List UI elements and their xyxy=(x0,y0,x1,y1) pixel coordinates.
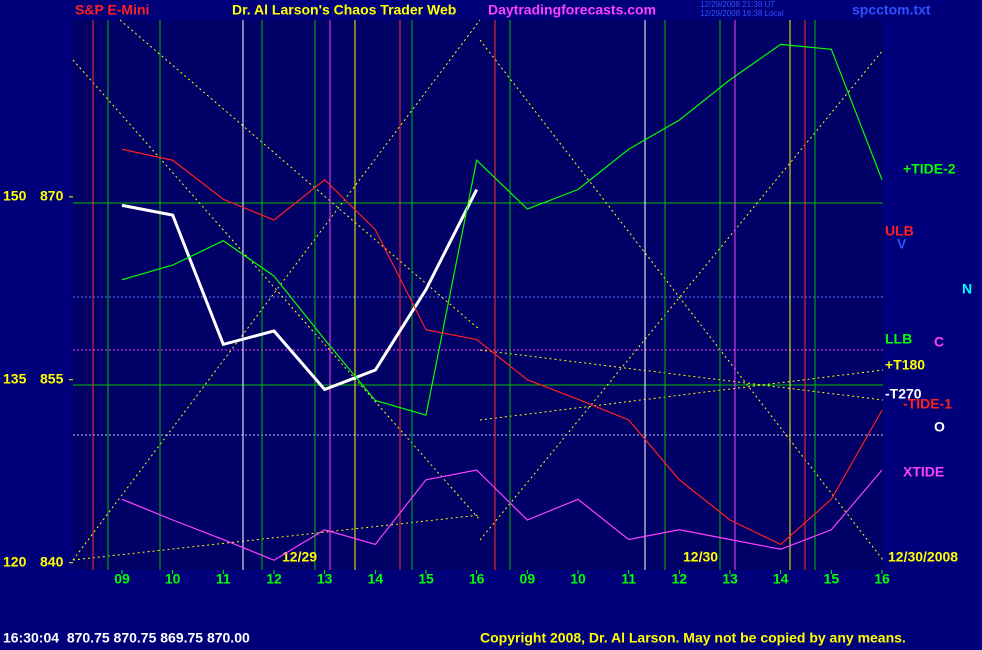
x-tick-label: 13 xyxy=(317,571,333,587)
series-line xyxy=(121,188,479,392)
time-local: 12/29/2008 16:38 Local xyxy=(700,9,784,18)
date-label: 12/30 xyxy=(683,549,718,565)
site: Daytradingforecasts.com xyxy=(488,2,656,18)
x-tick-label: 10 xyxy=(165,571,181,587)
x-tick-label: 09 xyxy=(520,571,536,587)
legend-label: XTIDE xyxy=(903,464,944,480)
y2-tick-label: 135 xyxy=(3,370,27,386)
x-tick-label: 09 xyxy=(114,571,130,587)
annotation: C xyxy=(934,334,944,350)
y-tick-label: 870 xyxy=(40,188,64,204)
legend-label: +TIDE-2 xyxy=(903,161,956,177)
x-tick-label: 10 xyxy=(570,571,586,587)
annotation: -T270 xyxy=(885,386,922,402)
x-tick-label: 11 xyxy=(621,571,636,587)
x-tick-label: 15 xyxy=(824,571,840,587)
copyright: Copyright 2008, Dr. Al Larson. May not b… xyxy=(480,630,906,646)
annotation: N xyxy=(962,281,972,297)
title: Dr. Al Larson's Chaos Trader Web xyxy=(232,2,456,18)
y2-tick-label: 120 xyxy=(3,553,27,569)
x-tick-label: 16 xyxy=(874,571,890,587)
quote: 16:30:04 870.75 870.75 869.75 870.00 xyxy=(3,630,250,646)
y-tick-label: 855 xyxy=(40,370,64,386)
x-tick-label: 16 xyxy=(469,571,485,587)
time-ut: 12/29/2008 21:38 UT xyxy=(700,0,775,9)
annotation: V xyxy=(897,236,907,252)
legend-label: -TIDE-1 xyxy=(903,396,952,412)
decorations xyxy=(72,19,884,570)
y2-tick-label: 150 xyxy=(3,188,27,204)
annotation: ULB xyxy=(885,223,914,239)
plot-area xyxy=(73,20,883,570)
date-label: 12/30/2008 xyxy=(888,549,958,565)
series-line xyxy=(121,43,883,416)
y-tick-label: 840 xyxy=(40,553,64,569)
x-tick-label: 12 xyxy=(672,571,688,587)
x-tick-label: 12 xyxy=(266,571,282,587)
symbol: S&P E-Mini xyxy=(75,2,149,18)
file: spcctom.txt xyxy=(852,2,931,18)
x-tick-label: 13 xyxy=(722,571,738,587)
annotation: LLB xyxy=(885,331,912,347)
annotation: +T180 xyxy=(885,357,925,373)
x-tick-label: 14 xyxy=(773,571,789,587)
x-tick-label: 11 xyxy=(216,571,231,587)
x-tick-label: 15 xyxy=(418,571,434,587)
date-label: 12/29 xyxy=(282,549,317,565)
x-tick-label: 14 xyxy=(368,571,384,587)
series-line xyxy=(121,148,883,546)
series-line xyxy=(121,469,883,561)
annotation: O xyxy=(934,419,945,435)
